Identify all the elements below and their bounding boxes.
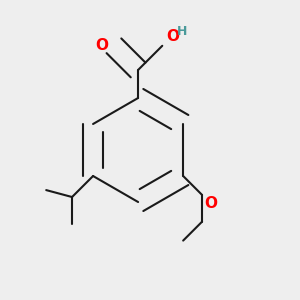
Text: O: O — [96, 38, 109, 53]
Text: O: O — [204, 196, 218, 211]
Text: O: O — [166, 29, 179, 44]
Text: H: H — [176, 26, 187, 38]
